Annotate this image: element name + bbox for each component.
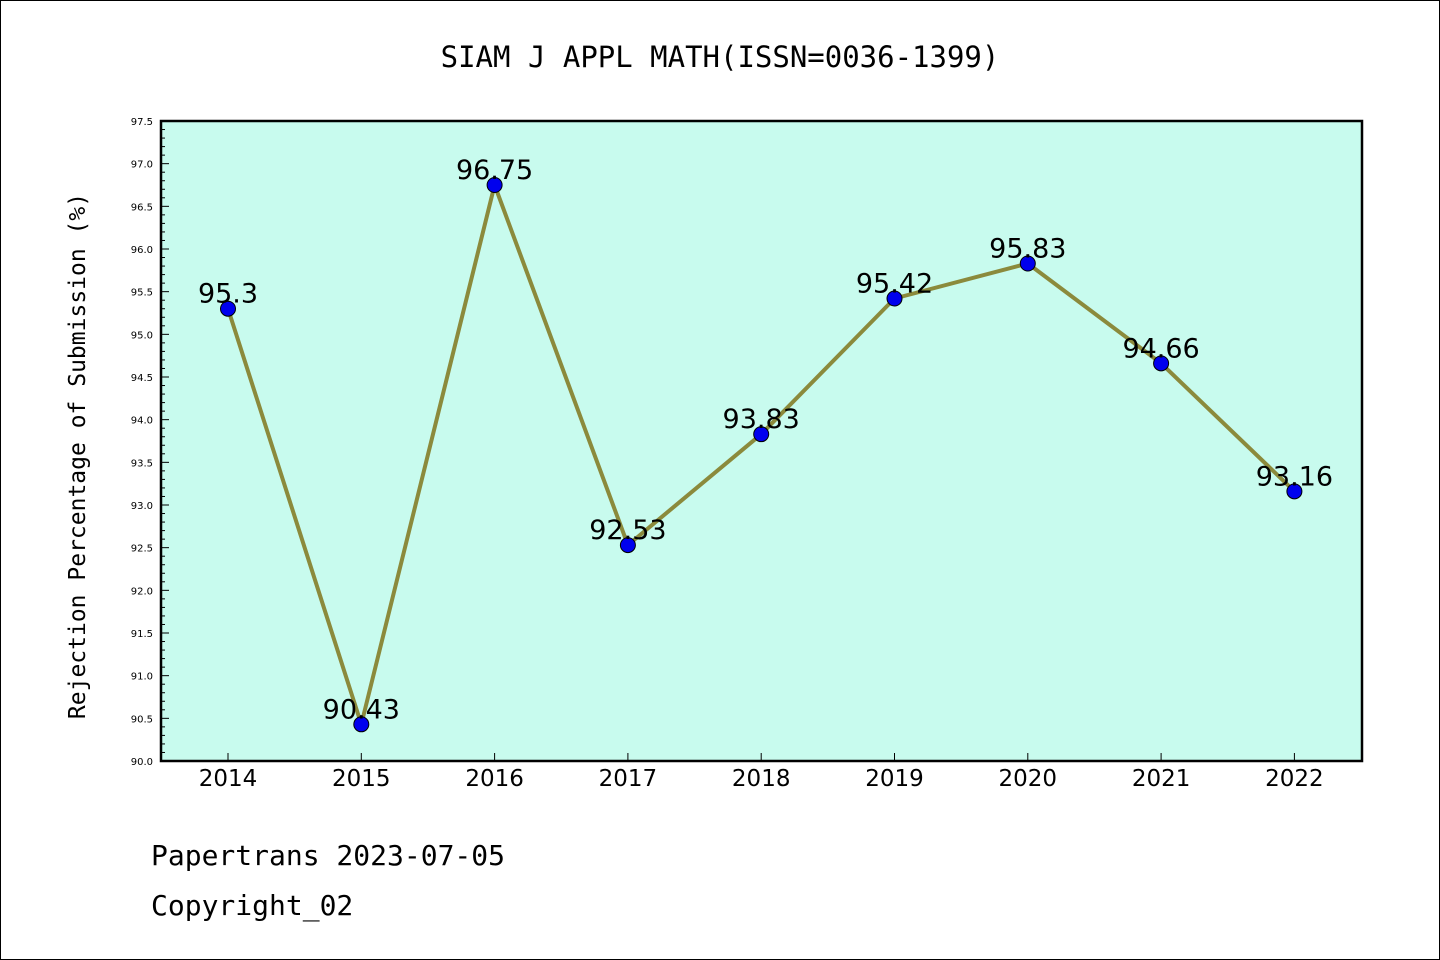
- y-tick-label: 96.5: [131, 202, 153, 213]
- data-point: [619, 537, 636, 554]
- data-label: 90.43: [323, 694, 400, 725]
- data-label: 96.75: [456, 155, 533, 186]
- data-point: [1019, 255, 1036, 272]
- footer-copyright: Copyright_02: [151, 889, 353, 923]
- data-label: 95.3: [198, 279, 258, 310]
- x-tick-label: 2014: [199, 766, 258, 792]
- x-tick-label: 2019: [865, 766, 924, 792]
- data-points: [220, 177, 1303, 733]
- y-tick-label: 95.0: [131, 330, 153, 341]
- x-tick-label: 2021: [1132, 766, 1191, 792]
- data-label: 93.16: [1256, 461, 1333, 492]
- y-tick-label: 92.0: [131, 586, 153, 597]
- y-tick-label: 97.5: [131, 117, 153, 128]
- data-label: 95.83: [989, 234, 1066, 265]
- y-tick-label: 92.5: [131, 544, 153, 555]
- x-tick-label: 2018: [732, 766, 791, 792]
- chart-title: SIAM J APPL MATH(ISSN=0036-1399): [441, 40, 1000, 74]
- data-point: [220, 300, 236, 317]
- y-tick-label: 94.5: [131, 373, 153, 384]
- data-label: 94.66: [1122, 333, 1199, 364]
- y-axis: 90.0 90.5 91.0 91.5 92.0 92.5 93.0 93.5 94.0 94.5…: [131, 117, 169, 768]
- data-labels: 95.3 90.43 96.75 92.53 93.83 95.42 95.83 94.66 9…: [198, 155, 1333, 725]
- y-tick-label: 94.0: [131, 416, 153, 427]
- data-point: [886, 290, 903, 307]
- y-tick-label: 97.0: [131, 160, 153, 171]
- y-tick-label: 95.5: [131, 288, 153, 299]
- data-label: 95.42: [856, 268, 933, 299]
- y-axis-label: Rejection Percentage of Submission (%): [65, 193, 91, 719]
- x-tick-label: 2017: [599, 766, 658, 792]
- y-tick-label: 91.0: [131, 672, 153, 683]
- data-point: [486, 177, 503, 193]
- data-point: [1153, 355, 1170, 372]
- y-tick-label: 91.5: [131, 629, 153, 640]
- y-tick-label: 93.5: [131, 458, 153, 469]
- data-label: 92.53: [589, 515, 666, 546]
- data-point: [1286, 483, 1303, 500]
- x-axis: 2014 2015 2016 2017 2018 2019 2020 2021 2022: [199, 753, 1324, 792]
- footer-date: Papertrans 2023-07-05: [151, 839, 505, 872]
- data-label: 93.83: [723, 404, 800, 435]
- data-point: [753, 426, 770, 443]
- y-tick-label: 93.0: [131, 501, 153, 512]
- x-tick-label: 2020: [999, 766, 1058, 792]
- y-tick-label: 90.0: [131, 757, 153, 768]
- x-tick-label: 2016: [465, 766, 524, 792]
- y-tick-label: 90.5: [131, 714, 153, 725]
- x-tick-label: 2022: [1265, 766, 1324, 792]
- data-point: [353, 716, 370, 733]
- x-tick-label: 2015: [332, 766, 391, 792]
- y-tick-label: 96.0: [131, 245, 153, 256]
